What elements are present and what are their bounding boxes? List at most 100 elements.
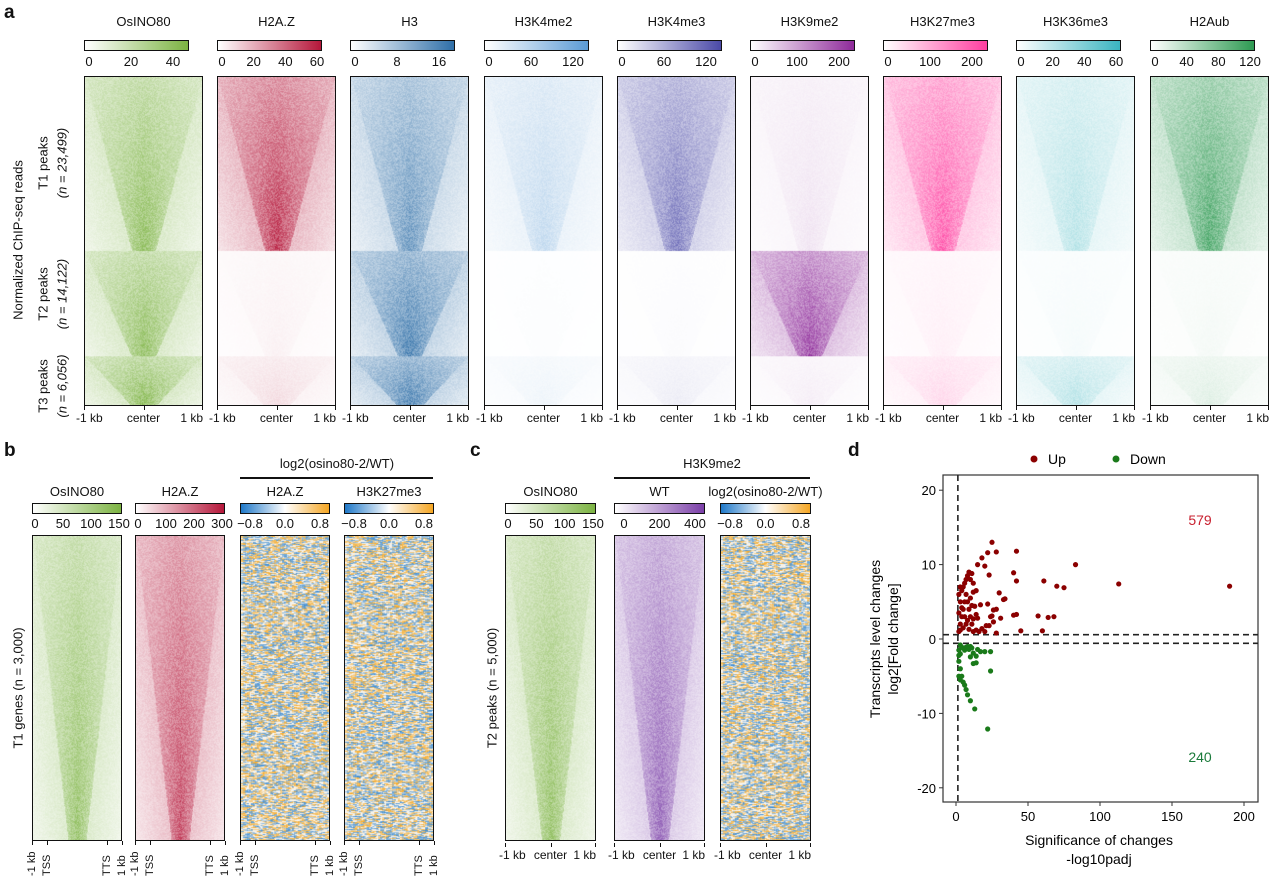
column-title: H2A.Z [267, 484, 304, 499]
column-title: OsINO80 [523, 484, 577, 499]
point-up [969, 571, 974, 576]
heatmap-div [344, 535, 434, 841]
down-count: 240 [1188, 749, 1212, 765]
point-up [989, 540, 994, 545]
point-up [1227, 584, 1232, 589]
column-title: H3K27me3 [910, 14, 975, 29]
column-title: H3K4me2 [515, 14, 573, 29]
heatmap-h3k4me2 [484, 76, 603, 406]
colorbar-tick-label: 40 [1179, 54, 1193, 69]
x-tick [122, 841, 123, 845]
point-down [988, 668, 993, 673]
x-tick [617, 406, 618, 410]
point-up [987, 623, 992, 628]
x-tick-label: 1 kb [117, 855, 128, 876]
x-tick-label: 1 kb [846, 411, 869, 425]
colorbar [505, 503, 596, 514]
column-title: H3K36me3 [1043, 14, 1108, 29]
x-tick-label: center [527, 411, 560, 425]
point-down [988, 649, 993, 654]
colorbar-tick-label: 150 [108, 516, 130, 531]
colorbar-tick-label: 200 [649, 516, 671, 531]
point-up [997, 590, 1002, 595]
colorbar-tick-label: 20 [1045, 54, 1059, 69]
point-down [962, 683, 967, 688]
x-tick-label: 0 [952, 809, 959, 824]
x-tick [135, 841, 136, 845]
x-tick [419, 841, 420, 845]
point-up [969, 603, 974, 608]
x-axis-title: Significance of changes [1025, 832, 1173, 848]
point-down [958, 642, 963, 647]
x-tick-label: center [1059, 411, 1092, 425]
colorbar [84, 40, 189, 51]
colorbar-tick-label: 0 [134, 516, 141, 531]
x-tick-label: 100 [1089, 809, 1111, 824]
point-up [1035, 613, 1040, 618]
x-tick [1210, 406, 1211, 410]
x-tick-label: center [926, 411, 959, 425]
point-up [998, 616, 1003, 621]
point-down [969, 645, 974, 650]
x-tick-label: TTS [414, 855, 425, 876]
x-tick [868, 406, 869, 410]
legend-label-down: Down [1130, 451, 1166, 467]
point-up [1014, 549, 1019, 554]
x-tick-label: -1 kb [1142, 411, 1169, 425]
legend-label-up: Up [1048, 451, 1066, 467]
colorbar-tick-label: 16 [432, 54, 446, 69]
x-tick-label: 1 kb [446, 411, 469, 425]
x-tick-label: center [660, 411, 693, 425]
colorbar [350, 40, 455, 51]
colorbar [1150, 40, 1255, 51]
y-tick-label: 20 [922, 483, 936, 498]
column-title: OsINO80 [116, 14, 170, 29]
up-count: 579 [1188, 512, 1212, 528]
point-up [994, 630, 999, 635]
heatmap-h3 [350, 76, 469, 406]
y-tick-label: -20 [917, 781, 936, 796]
colorbar-tick-label: 100 [919, 54, 941, 69]
x-tick-label: -1 kb [235, 852, 246, 876]
colorbar [484, 40, 589, 51]
colorbar-tick-label: 40 [278, 54, 292, 69]
x-tick [735, 406, 736, 410]
point-up [1014, 578, 1019, 583]
x-tick [810, 406, 811, 410]
colorbar-tick-label: 50 [56, 516, 70, 531]
x-tick-label: 200 [1233, 809, 1255, 824]
colorbar-tick-label: 0 [31, 516, 38, 531]
heatmap-h3k36me3 [1016, 76, 1135, 406]
x-tick-label: 1 kb [1112, 411, 1135, 425]
y-tick-label: -10 [917, 706, 936, 721]
x-tick [677, 406, 678, 410]
x-tick [150, 841, 151, 845]
x-tick-label: center [534, 848, 567, 862]
colorbar [750, 40, 855, 51]
colorbar-tick-label: 120 [562, 54, 584, 69]
x-tick-label: 1 kb [788, 848, 811, 862]
point-down [985, 726, 990, 731]
x-tick [202, 406, 203, 410]
x-tick-label: TTS [102, 855, 113, 876]
colorbar-tick-label: 150 [582, 516, 604, 531]
x-tick-label: center [749, 848, 782, 862]
x-tick [595, 843, 596, 847]
heatmap-div [240, 535, 330, 841]
colorbar-tick-label: 60 [524, 54, 538, 69]
x-tick [704, 843, 705, 847]
point-up [969, 622, 974, 627]
colorbar-tick-label: 40 [166, 54, 180, 69]
colorbar-tick-label: 0 [884, 54, 891, 69]
colorbar-tick-label: 80 [1211, 54, 1225, 69]
x-tick [240, 841, 241, 845]
x-tick-label: 1 kb [313, 411, 336, 425]
column-title: WT [649, 484, 669, 499]
x-axis-subtitle: -log10padj [1066, 851, 1131, 867]
y-tick-label: 0 [929, 632, 936, 647]
x-tick-label: -1 kb [714, 848, 741, 862]
figure: a b c d Normalized ChIP-seq reads T1 pea… [0, 0, 1270, 879]
point-down [972, 706, 977, 711]
colorbar-tick-label: 20 [124, 54, 138, 69]
point-down [956, 653, 961, 658]
